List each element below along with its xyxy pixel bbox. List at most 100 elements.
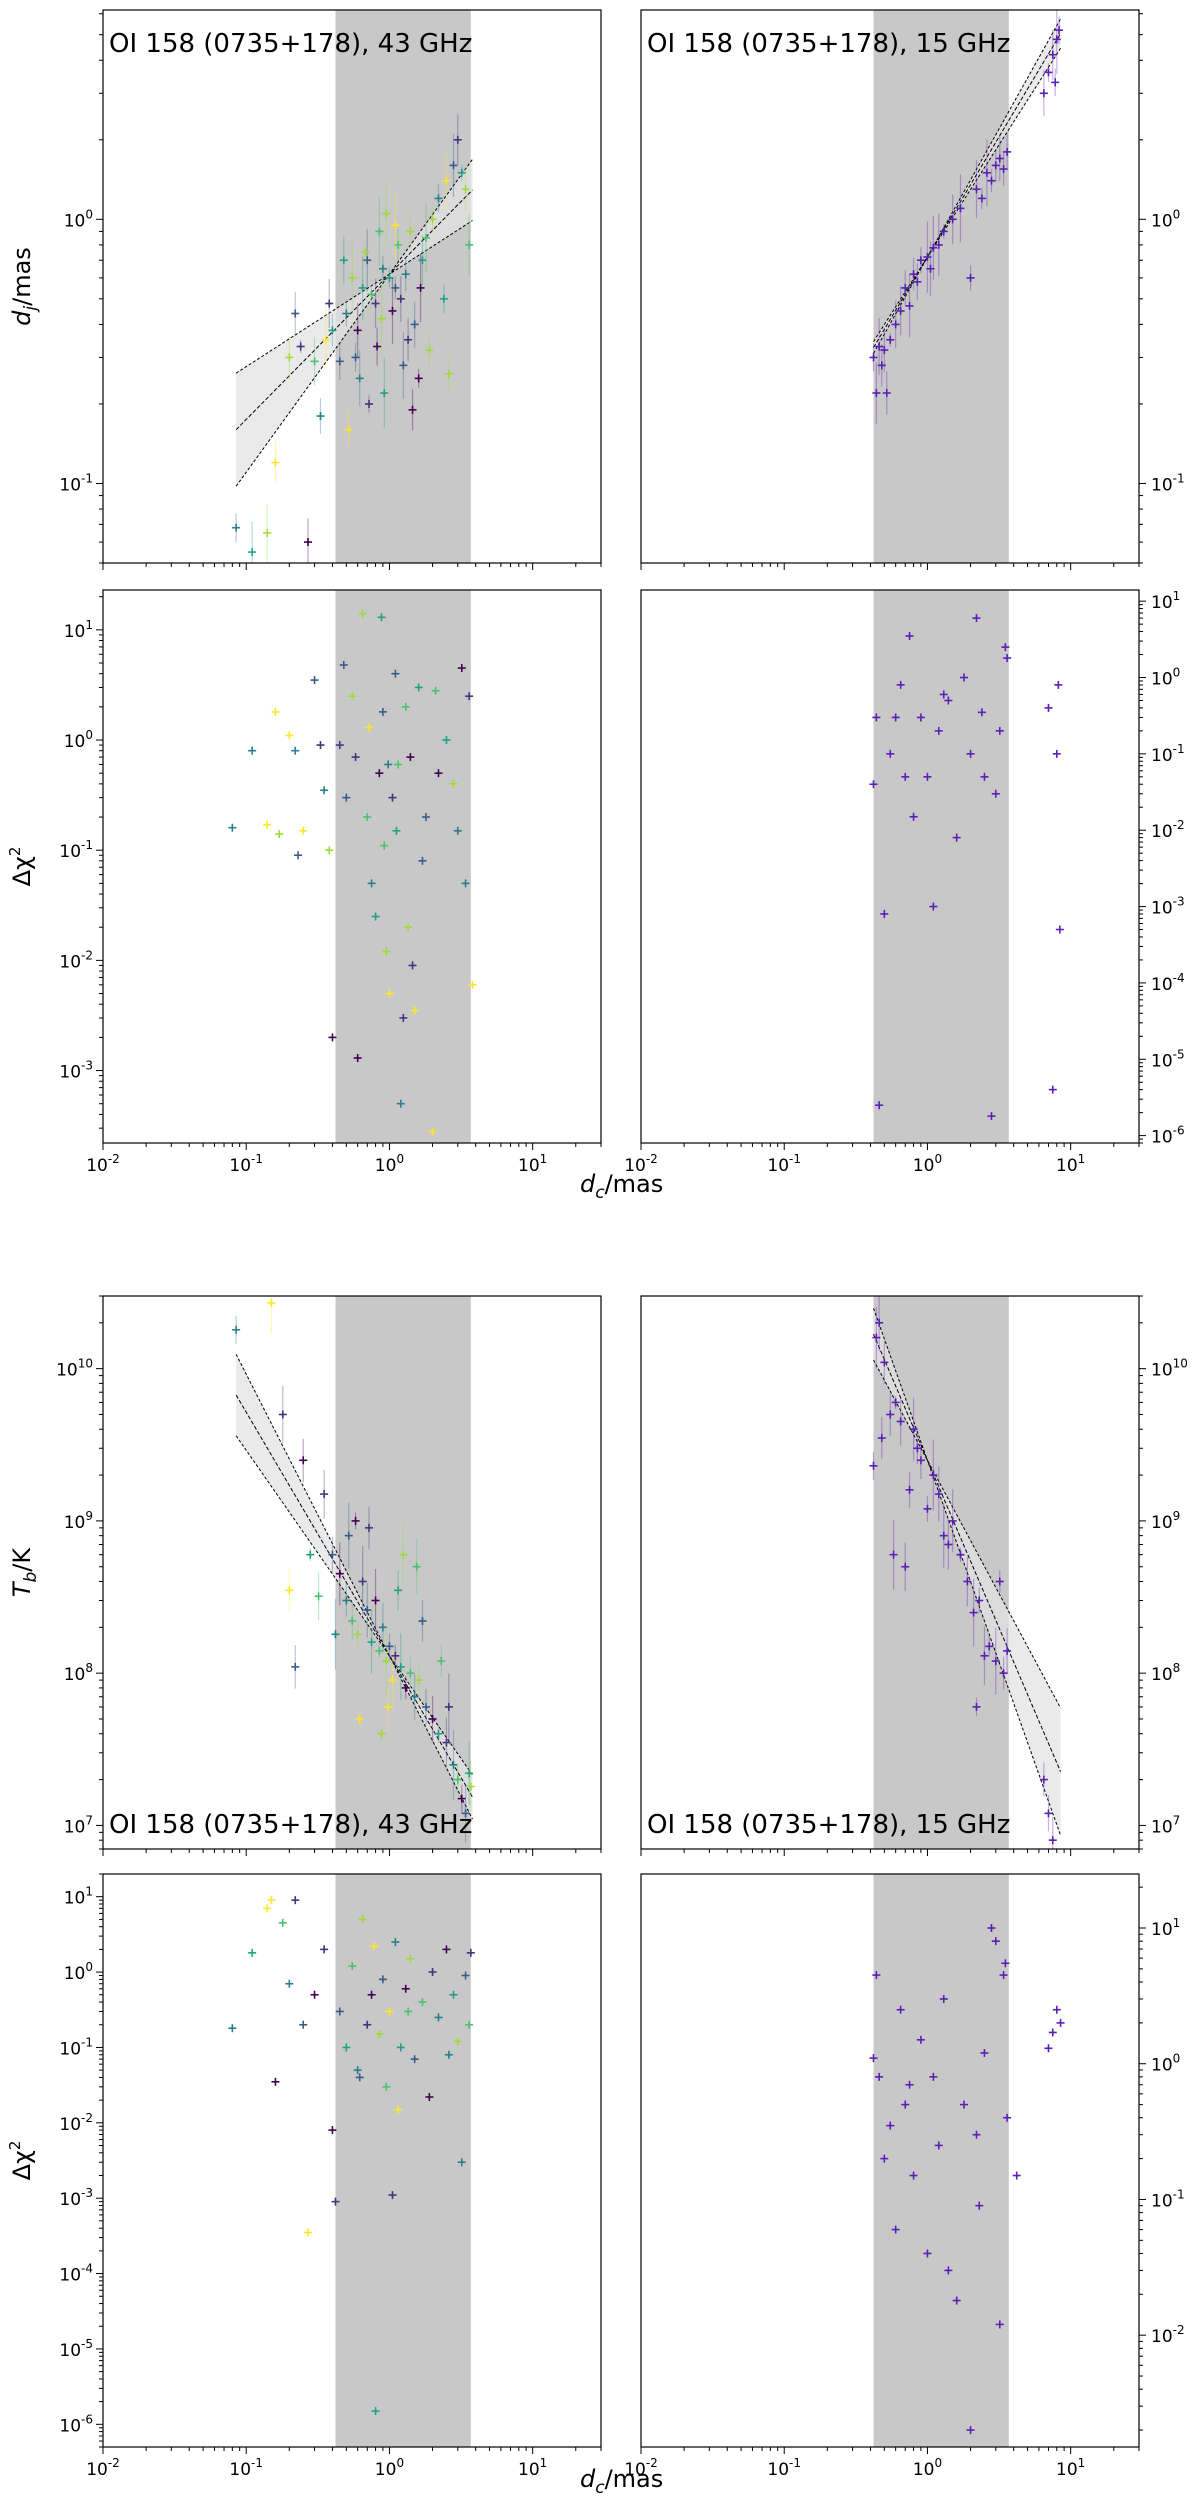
data-point [952, 833, 961, 842]
data-point [248, 1948, 257, 1957]
data-point [457, 164, 466, 182]
data-point [316, 741, 325, 750]
data-point [877, 344, 886, 387]
data-point [466, 1761, 475, 1812]
data-point [335, 342, 344, 381]
data-point [468, 980, 477, 989]
panel-title: OI 158 (0735+178), 43 GHz [109, 29, 472, 59]
data-point [453, 826, 462, 835]
data-point [339, 660, 348, 669]
data-point [285, 1979, 294, 1988]
data-point [285, 1569, 294, 1612]
data-point [394, 228, 403, 262]
data-point [431, 686, 440, 695]
axes-frame [102, 589, 602, 1144]
y-axis-label: Δχ2 [6, 2141, 36, 2181]
data-point [304, 518, 313, 563]
data-point [299, 2020, 308, 2029]
data-point [966, 2426, 975, 2435]
data-point [408, 389, 417, 431]
data-point [406, 213, 415, 250]
data-point [442, 151, 451, 211]
data-point [371, 278, 380, 329]
data-point [882, 371, 891, 415]
axes-frame [102, 9, 602, 564]
fit-line [873, 1308, 1062, 1836]
data-point [328, 314, 337, 347]
data-point [980, 772, 989, 781]
data-point [385, 267, 394, 289]
data-point [380, 357, 389, 429]
data-point [869, 343, 878, 372]
data-point [299, 1438, 308, 1482]
data-point [901, 1542, 910, 1592]
y-axis-label: Tb/K [8, 1547, 41, 1598]
data-point [410, 1673, 419, 1720]
data-point [999, 1971, 1008, 1980]
data-point [371, 912, 380, 921]
axes-frame [102, 1295, 602, 1850]
data-point [995, 1570, 1004, 1593]
data-point [418, 1600, 427, 1642]
data-point [1052, 2005, 1061, 2014]
data-point [1012, 2171, 1021, 2180]
data-point [428, 1127, 437, 1136]
y-tick-label: 107 [64, 1813, 93, 1837]
data-point [348, 1602, 357, 1640]
data-point [373, 327, 382, 366]
data-point [905, 1471, 914, 1508]
fit-line [235, 220, 473, 374]
data-point [335, 2007, 344, 2016]
data-point [414, 683, 423, 692]
data-point [1048, 2028, 1057, 2037]
data-point [901, 772, 910, 781]
data-point [391, 276, 400, 300]
data-point [425, 2093, 434, 2102]
y-tick-label: 10-1 [59, 471, 93, 495]
data-point [263, 504, 272, 562]
data-point [335, 1542, 344, 1606]
data-point [1055, 925, 1064, 934]
y-tick-label: 100 [1151, 2052, 1180, 2076]
data-point [320, 1945, 329, 1954]
data-point [434, 2013, 443, 2022]
y-tick-label: 10-2 [1151, 818, 1185, 842]
data-point [391, 1938, 400, 1947]
data-point [418, 235, 427, 286]
data-point [344, 408, 353, 451]
x-tick-label: 101 [518, 2456, 547, 2480]
data-point [980, 2048, 989, 2057]
data-point [271, 441, 280, 484]
data-point [952, 2296, 961, 2305]
data-point [880, 1340, 889, 1385]
data-point [934, 2141, 943, 2150]
data-point [369, 1942, 378, 1951]
y-tick-label: 100 [64, 207, 93, 231]
data-point [353, 1053, 362, 1062]
data-point [375, 2030, 384, 2039]
data-point [444, 2050, 453, 2059]
y-axis-label: Δχ2 [6, 847, 36, 887]
data-point [969, 1578, 978, 1647]
data-point [355, 1710, 364, 1728]
data-point [886, 749, 895, 758]
data-point [913, 263, 922, 301]
data-point [294, 851, 303, 860]
data-point [363, 1582, 372, 1638]
y-tick-label: 10-1 [1151, 2187, 1185, 2211]
data-point [960, 673, 969, 682]
data-point [465, 214, 474, 276]
data-point [916, 2035, 925, 2044]
data-point [999, 152, 1008, 187]
data-point [872, 713, 881, 722]
data-point [228, 823, 237, 832]
data-point [449, 1990, 458, 1999]
data-point [975, 1587, 984, 1614]
data-point [444, 357, 453, 391]
data-point [977, 187, 986, 210]
data-point [382, 1627, 391, 1696]
y-tick-label: 10-3 [59, 2186, 93, 2210]
y-tick-label: 10-4 [59, 2262, 93, 2286]
data-point [396, 1099, 405, 1108]
